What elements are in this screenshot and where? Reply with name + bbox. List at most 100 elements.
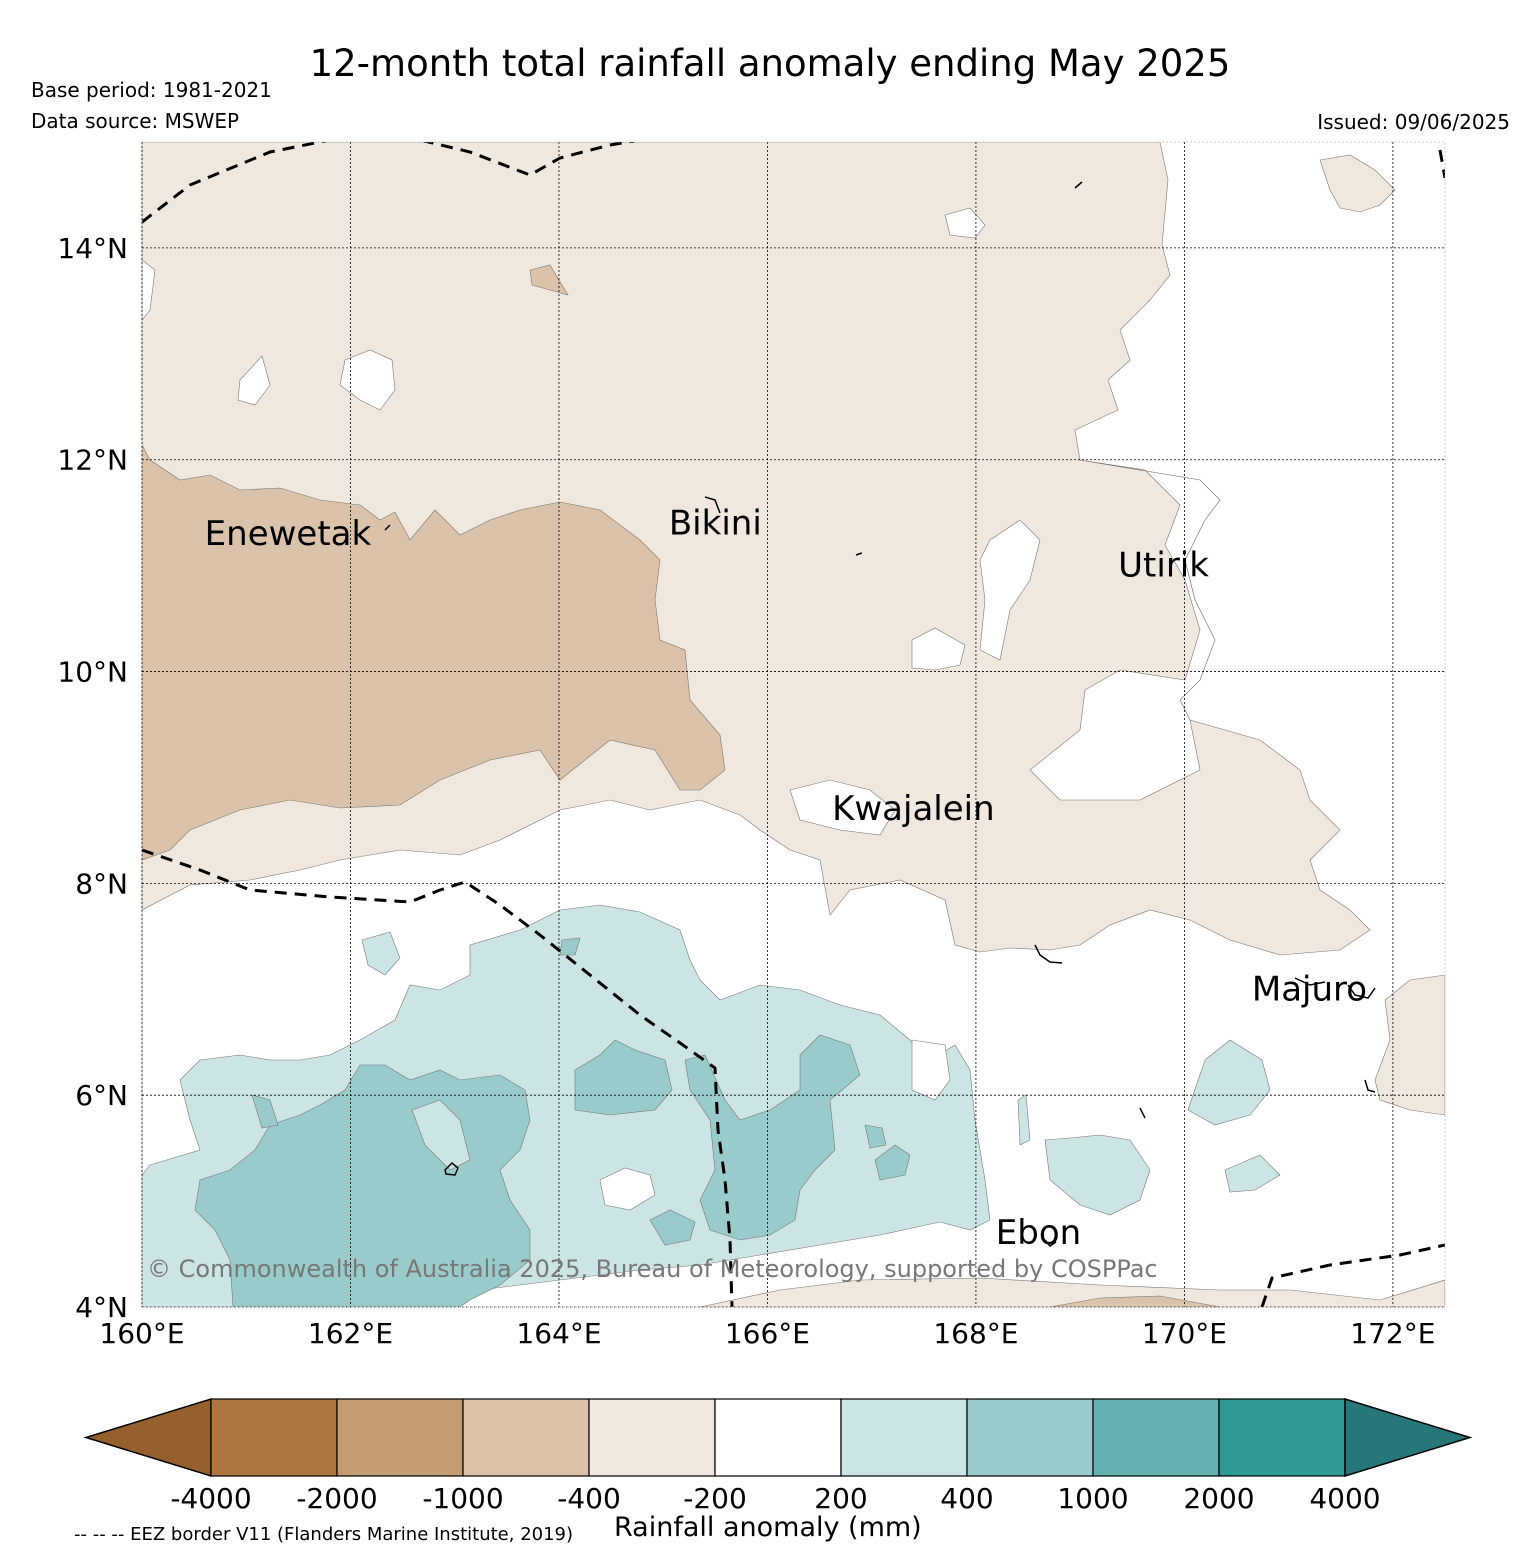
latitude-tick-labels: 4°N 6°N 8°N 10°N 12°N 14°N — [57, 232, 128, 1324]
colorbar-cell — [210, 1398, 338, 1477]
atoll-outlines — [384, 181, 1376, 1247]
map-title: 12-month total rainfall anomaly ending M… — [309, 42, 1231, 85]
atoll-outline — [704, 496, 721, 514]
colorbar-tick-labels: -4000 -2000 -1000 -400 -200 200 400 1000 2000 400… — [170, 1482, 1380, 1515]
place-label: Bikini — [669, 503, 762, 543]
colorbar-cell — [966, 1398, 1094, 1477]
latitude-tick: 4°N — [75, 1291, 128, 1324]
eez-border-line — [1438, 149, 1445, 179]
longitude-tick: 166°E — [725, 1317, 810, 1350]
colorbar-cell — [840, 1398, 968, 1477]
wet-patch-core — [574, 1039, 673, 1116]
place-label: Ebon — [996, 1213, 1081, 1253]
colorbar-tick: 200 — [814, 1482, 867, 1515]
eez-border-line — [1260, 1243, 1445, 1307]
near-normal-patch — [142, 259, 156, 321]
atoll-outline — [1139, 1107, 1146, 1119]
colorbar-tick: 2000 — [1183, 1482, 1254, 1515]
anomaly-fill — [142, 142, 1445, 1307]
colorbar-cell — [1092, 1398, 1220, 1477]
colorbar-cell — [336, 1398, 464, 1477]
colorbar-cell — [462, 1398, 590, 1477]
eez-borders — [142, 142, 1445, 1307]
longitude-tick: 164°E — [516, 1317, 601, 1350]
map-frame — [141, 141, 1446, 1308]
wet-patch — [361, 931, 401, 976]
atoll-outline — [384, 524, 391, 531]
near-normal-patch — [1029, 459, 1221, 801]
longitude-tick-labels: 160°E 162°E 164°E 166°E 168°E 170°E 172°E — [99, 1317, 1435, 1350]
colorbar-cell — [1218, 1398, 1346, 1477]
wet-patch-core — [874, 1144, 911, 1181]
dry-region-ne — [1319, 154, 1396, 213]
colorbar-tick: -4000 — [170, 1482, 251, 1515]
colorbar-tick: -200 — [683, 1482, 747, 1515]
colorbar-label: Rainfall anomaly (mm) — [614, 1512, 922, 1543]
atoll-outline — [855, 552, 863, 556]
atoll-outline — [444, 1161, 459, 1176]
near-normal-patch — [911, 1039, 951, 1101]
latitude-tick: 14°N — [57, 232, 128, 265]
place-label: Enewetak — [205, 514, 372, 554]
near-normal-patch — [599, 1167, 656, 1211]
place-label: Majuro — [1252, 969, 1367, 1009]
atoll-outline — [1074, 181, 1083, 189]
place-labels: Enewetak Bikini Utirik Kwajalein Majuro Ebon — [205, 503, 1367, 1253]
dry-patch-small — [529, 264, 569, 296]
wet-patch-core — [684, 1034, 861, 1241]
near-normal-patch — [411, 1099, 471, 1171]
colorbar-tick: 1000 — [1057, 1482, 1128, 1515]
colorbar-cell — [588, 1398, 716, 1477]
atoll-outline — [1347, 984, 1376, 999]
colorbar-tick: 4000 — [1309, 1482, 1380, 1515]
longitude-tick: 168°E — [933, 1317, 1018, 1350]
near-normal-patch — [944, 207, 986, 239]
wet-patch-core — [864, 1124, 887, 1149]
base-period: Base period: 1981-2021 — [31, 78, 272, 102]
latitude-tick: 10°N — [57, 656, 128, 689]
place-label: Utirik — [1118, 546, 1209, 586]
wet-patch — [1017, 1094, 1031, 1146]
longitude-tick: 160°E — [99, 1317, 184, 1350]
near-normal-patch — [911, 627, 966, 671]
colorbar-tick: -1000 — [422, 1482, 503, 1515]
atoll-outline — [1364, 1079, 1376, 1093]
longitude-tick: 162°E — [308, 1317, 393, 1350]
eez-footnote: -- -- -- EEZ border V11 (Flanders Marine… — [74, 1524, 574, 1545]
near-normal-patch — [979, 519, 1041, 661]
colorbar-tick: -400 — [557, 1482, 621, 1515]
wet-patch — [1044, 1134, 1151, 1216]
longitude-tick: 172°E — [1350, 1317, 1435, 1350]
near-normal-patch — [237, 355, 271, 406]
wet-patch-core — [251, 1094, 279, 1129]
atoll-outline — [1044, 1239, 1057, 1247]
dry-region-south — [699, 1277, 1445, 1307]
colorbar-tick: 400 — [940, 1482, 993, 1515]
near-normal-patch — [789, 779, 896, 836]
colorbar-tick: -2000 — [296, 1482, 377, 1515]
longitude-tick: 170°E — [1142, 1317, 1227, 1350]
issued-date: Issued: 09/06/2025 — [1317, 110, 1510, 134]
latitude-tick: 6°N — [75, 1079, 128, 1112]
wet-patch — [1187, 1039, 1271, 1126]
latitude-tick: 12°N — [57, 444, 128, 477]
eez-border-line — [142, 142, 638, 224]
atoll-outline — [1294, 977, 1326, 986]
colorbar-cell — [714, 1398, 842, 1477]
wet-patch-core — [649, 1209, 696, 1246]
wet-patch — [1224, 1154, 1281, 1193]
copyright-notice: © Commonwealth of Australia 2025, Bureau… — [147, 1255, 1158, 1283]
eez-border-line — [142, 848, 734, 1307]
near-normal-patch — [339, 349, 396, 411]
place-label: Kwajalein — [832, 789, 995, 829]
atoll-outline — [1034, 944, 1063, 964]
colorbar-low-extension — [83, 1397, 212, 1478]
latitude-tick: 8°N — [75, 867, 128, 900]
colorbar-high-extension — [1344, 1397, 1473, 1478]
dry-region-core — [142, 444, 726, 861]
data-source: Data source: MSWEP — [31, 109, 240, 133]
dry-region-south-mid — [1049, 1295, 1221, 1307]
colorbar-cells — [83, 1397, 1473, 1478]
